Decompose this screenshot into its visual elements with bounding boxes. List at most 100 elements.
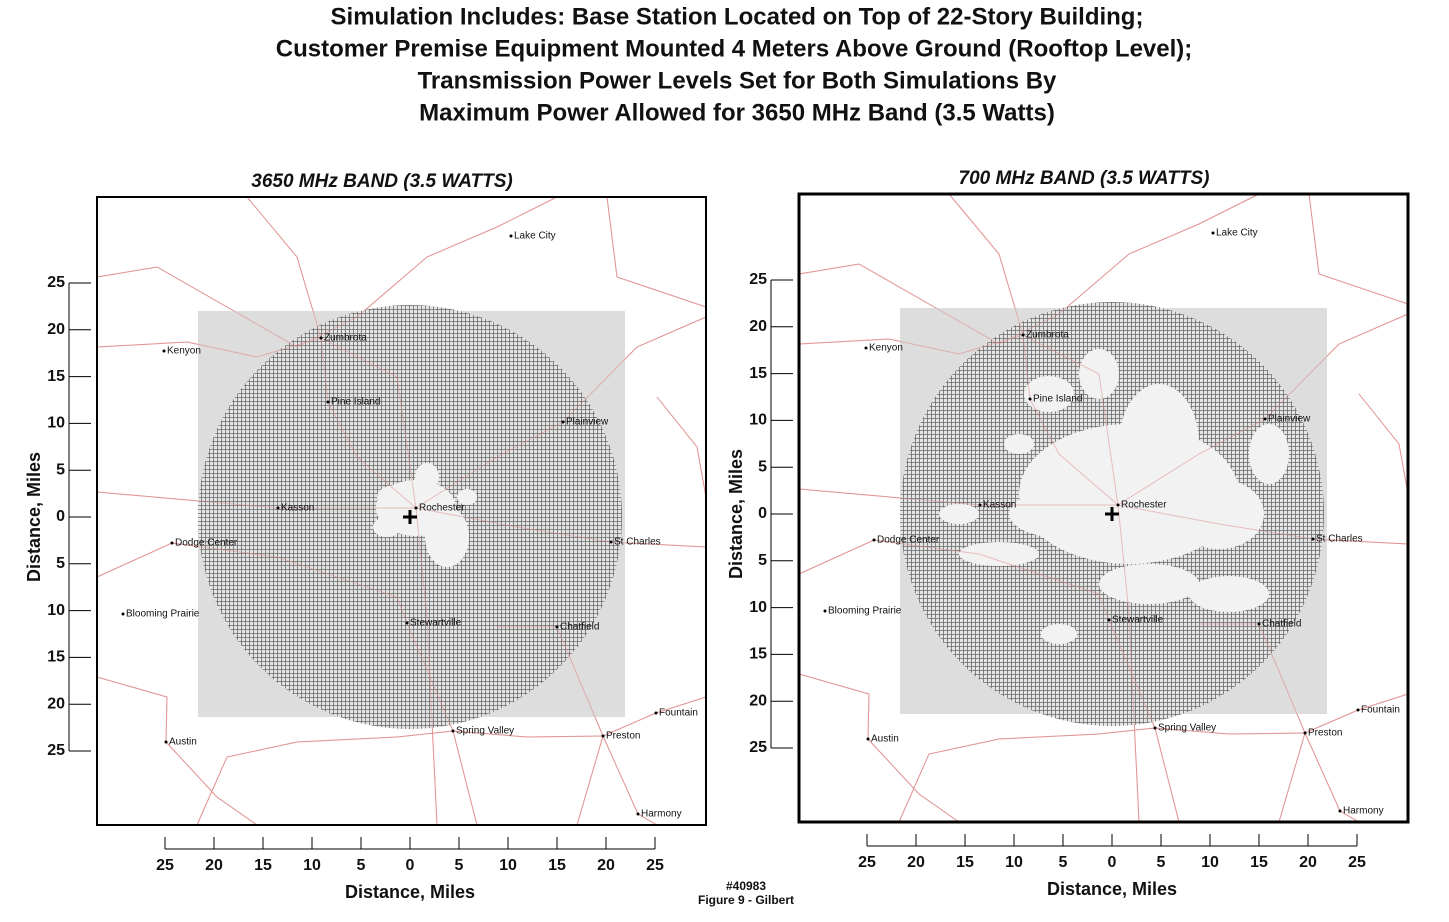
town-marker [1021, 333, 1025, 337]
x-tick-label: 20 [1299, 854, 1317, 871]
x-tick-label: 20 [597, 857, 615, 874]
figure-id: #40983 [726, 879, 766, 893]
road [898, 727, 1306, 823]
roads-overlay [798, 193, 1409, 823]
town-label: Plainview [1268, 414, 1311, 425]
town-label: Rochester [419, 503, 465, 514]
town-marker [601, 734, 605, 738]
town-label: Dodge Center [877, 535, 940, 546]
y-tick-label: 10 [47, 602, 65, 619]
x-tick-label: 20 [205, 857, 223, 874]
panels: 3650 MHz BAND (3.5 WATTS) Lake City Zumbro… [24, 168, 1410, 902]
town-marker [405, 621, 409, 625]
title-line: Maximum Power Allowed for 3650 MHz Band … [419, 99, 1055, 126]
town-marker [1263, 417, 1267, 421]
x-tick-label: 10 [499, 857, 517, 874]
map-frame [96, 196, 707, 826]
town-label: Kenyon [869, 343, 903, 354]
y-tick-label: 5 [56, 461, 65, 478]
town-marker [162, 349, 166, 353]
x-tick-label: 15 [254, 857, 272, 874]
y-tick-label: 25 [47, 742, 65, 759]
y-tick-label: 20 [749, 318, 767, 335]
town-label: Kasson [983, 500, 1016, 511]
x-tick-label: 10 [1005, 854, 1023, 871]
town-marker [636, 812, 640, 816]
coverage-gap [939, 504, 979, 524]
y-tick-label: 5 [56, 555, 65, 572]
coverage-gap [1041, 624, 1077, 644]
town-marker [1338, 809, 1342, 813]
coverage-gap [1189, 576, 1269, 612]
town-marker [451, 729, 455, 733]
road [798, 334, 1140, 823]
road [96, 491, 707, 548]
x-tick-label: 5 [455, 857, 464, 874]
town-marker [866, 737, 870, 741]
road [1278, 693, 1409, 823]
town-marker [609, 540, 613, 544]
base-station [1105, 507, 1119, 521]
coverage-gap [959, 542, 1039, 566]
coverage-gaps [373, 463, 477, 567]
town-label: Austin [871, 734, 899, 745]
town-label: Blooming Prairie [828, 606, 902, 617]
title-line: Simulation Includes: Base Station Locate… [331, 3, 1144, 30]
panel-title: 3650 MHz BAND (3.5 WATTS) [251, 171, 512, 192]
title-block: Simulation Includes: Base Station Locate… [276, 3, 1193, 126]
x-tick-label: 5 [357, 857, 366, 874]
base-station [403, 510, 417, 524]
coverage-gap [1099, 564, 1199, 604]
town-marker [121, 612, 125, 616]
town-marker [864, 346, 868, 350]
road [798, 488, 1409, 545]
town-marker [1028, 397, 1032, 401]
y-tick-label: 25 [749, 271, 767, 288]
town-marker [326, 400, 330, 404]
y-tick-label: 20 [47, 695, 65, 712]
town-marker [319, 336, 323, 340]
town-label: Zumbrota [1026, 330, 1069, 341]
x-tick-label: 15 [548, 857, 566, 874]
town-marker [555, 625, 559, 629]
x-tick-label: 0 [1108, 854, 1117, 871]
town-label: Dodge Center [175, 538, 238, 549]
coverage-gaps [939, 349, 1289, 644]
title-line: Transmission Power Levels Set for Both S… [418, 67, 1057, 94]
x-tick-label: 10 [1201, 854, 1219, 871]
town-label: Stewartville [1112, 615, 1164, 626]
town-label: Spring Valley [456, 726, 514, 737]
road [1308, 193, 1409, 305]
y-tick-label: 20 [47, 321, 65, 338]
y-tick-label: 15 [749, 365, 767, 382]
town-label: Rochester [1121, 500, 1167, 511]
town-marker [872, 538, 876, 542]
coverage-gap [377, 485, 417, 509]
town-label: Plainview [566, 417, 609, 428]
town-marker [978, 503, 982, 507]
town-marker [1107, 618, 1111, 622]
y-axis-label: Distance, Miles [726, 449, 746, 579]
town-marker [170, 541, 174, 545]
y-tick-label: 5 [758, 458, 767, 475]
coverage-gap [1174, 479, 1264, 549]
town-label: Kenyon [167, 346, 201, 357]
town-label: Fountain [1361, 705, 1400, 716]
town-label: Kasson [281, 503, 314, 514]
y-tick-label: 15 [47, 368, 65, 385]
x-tick-label: 0 [406, 857, 415, 874]
coverage-gap [1009, 489, 1129, 539]
figure-caption: Figure 9 - Gilbert [698, 893, 794, 907]
town-label: Blooming Prairie [126, 609, 200, 620]
x-tick-label: 15 [1250, 854, 1268, 871]
y-tick-label: 0 [56, 508, 65, 525]
y-tick-label: 15 [749, 646, 767, 663]
panel-title: 700 MHz BAND (3.5 WATTS) [959, 168, 1210, 189]
town-marker [1211, 231, 1215, 235]
coverage-gap [373, 517, 401, 537]
x-tick-label: 25 [156, 857, 174, 874]
y-tick-label: 10 [47, 415, 65, 432]
town-marker [1257, 622, 1261, 626]
